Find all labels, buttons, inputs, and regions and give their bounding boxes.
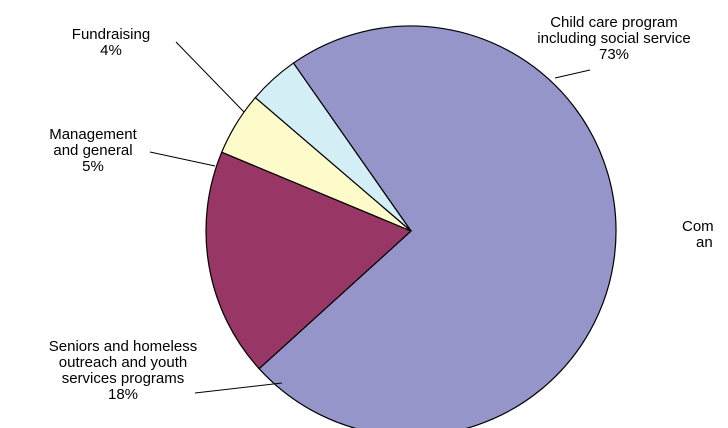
slice-label-line: including social service bbox=[537, 30, 690, 47]
cropped-label: Com an bbox=[682, 218, 714, 251]
slice-label-line: services programs bbox=[62, 370, 185, 387]
slice-label-management-general: Management and general 5% bbox=[49, 126, 137, 175]
slice-label-seniors-homeless: Seniors and homeless outreach and youth se… bbox=[49, 338, 197, 403]
pie-slice-fundraising bbox=[254, 62, 412, 232]
slice-label-line: Seniors and homeless bbox=[49, 338, 197, 355]
cropped-label-line: an bbox=[696, 234, 713, 251]
pie-slice-seniors-homeless bbox=[205, 151, 413, 370]
leader-line-seniors-homeless bbox=[194, 382, 283, 394]
leader-lines bbox=[149, 41, 591, 394]
slice-label-fundraising: Fundraising 4% bbox=[72, 26, 150, 59]
slice-label-line: outreach and youth bbox=[59, 354, 187, 371]
pie-slices bbox=[205, 25, 617, 428]
slice-label-child-care: Child care program including social servi… bbox=[537, 14, 690, 63]
slice-percent-management-general: 5% bbox=[82, 158, 104, 175]
slice-label-line: and general bbox=[53, 142, 132, 159]
slice-percent-fundraising: 4% bbox=[100, 42, 122, 59]
slice-label-line: Fundraising bbox=[72, 26, 150, 43]
leader-line-management-general bbox=[149, 151, 216, 167]
slice-labels: Child care program including social servi… bbox=[49, 14, 714, 403]
slice-label-line: Management bbox=[49, 126, 137, 143]
leader-line-child-care bbox=[554, 69, 591, 79]
pie-slice-child-care bbox=[258, 25, 617, 428]
slice-label-line: Child care program bbox=[550, 14, 678, 31]
cropped-label-line: Com bbox=[682, 218, 714, 235]
slice-percent-child-care: 73% bbox=[599, 46, 629, 63]
slice-percent-seniors-homeless: 18% bbox=[108, 386, 138, 403]
leader-line-fundraising bbox=[175, 41, 245, 113]
